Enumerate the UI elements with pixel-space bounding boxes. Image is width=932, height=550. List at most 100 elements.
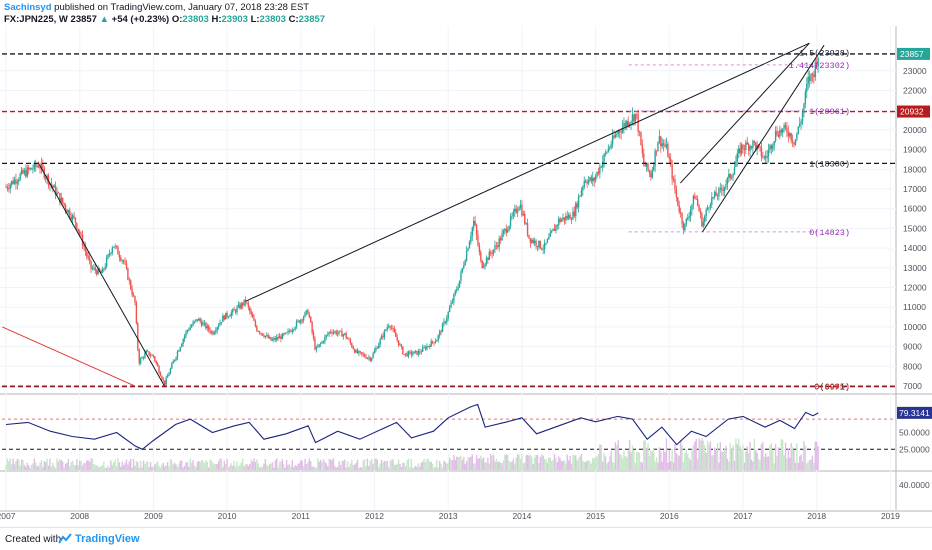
candle-body	[393, 328, 396, 333]
candle-body	[794, 139, 797, 145]
rsi-bar	[779, 450, 781, 470]
candle-body	[791, 140, 794, 143]
rsi-bar	[94, 464, 96, 470]
candle-body	[543, 243, 546, 250]
candle-body	[573, 211, 576, 217]
rsi-bar	[368, 465, 370, 470]
rsi-bar	[395, 465, 397, 470]
candle-body	[117, 246, 119, 255]
rsi-bar	[239, 464, 241, 470]
rsi-bar	[50, 466, 53, 470]
candle-body	[627, 121, 629, 126]
trend-line	[679, 42, 810, 184]
rsi-bar	[202, 460, 204, 470]
rsi-bar	[624, 455, 627, 470]
rsi-bar	[297, 463, 299, 470]
fib-label: 0(6971)	[814, 383, 850, 393]
candle-body	[52, 185, 54, 188]
candle-body	[353, 349, 356, 353]
rsi-bar	[777, 447, 780, 470]
candle-body	[507, 229, 509, 233]
candle-body	[104, 266, 106, 270]
candle-body	[409, 351, 411, 353]
rsi-bar	[433, 467, 435, 470]
rsi-bar	[60, 459, 62, 470]
candle-body	[621, 127, 624, 133]
tradingview-brand[interactable]: TradingView	[75, 533, 140, 545]
rsi-bar	[800, 454, 802, 470]
candle-body	[657, 141, 659, 152]
drawings[interactable]: 1.5(23928) 1.414(23302) 1(20961) 1(18300) 0(…	[2, 42, 896, 393]
candle-body	[618, 130, 621, 133]
candle-body	[743, 148, 746, 150]
rsi-bar	[565, 463, 567, 470]
candle-body	[614, 134, 617, 138]
candle-body	[256, 326, 258, 332]
rsi-bar	[711, 455, 713, 470]
rsi-bar	[582, 460, 584, 470]
candle-body	[27, 167, 30, 170]
candle-body	[80, 234, 82, 236]
rsi-bar	[532, 463, 534, 470]
candle-body	[661, 143, 663, 147]
rsi-bar	[49, 458, 51, 470]
candle-body	[390, 327, 393, 329]
rsi-bar	[158, 465, 160, 470]
candle-body	[817, 57, 819, 67]
rsi-bar	[689, 459, 692, 470]
rsi-bar	[311, 466, 313, 470]
rsi-bar	[797, 462, 799, 470]
candle-body	[253, 317, 255, 321]
candle-body	[250, 311, 252, 314]
candle-body	[162, 379, 165, 381]
candle-body	[93, 267, 95, 269]
chart-canvas[interactable]: 1.5(23928) 1.414(23302) 1(20961) 1(18300) 0(…	[0, 26, 932, 527]
candle-body	[335, 331, 337, 335]
candle-body	[413, 351, 415, 354]
candle-body	[118, 254, 121, 258]
rsi-bar	[688, 457, 690, 470]
rsi-bar	[120, 466, 122, 470]
rsi-bar	[678, 455, 680, 470]
candle-body	[706, 208, 709, 211]
rsi-bar	[253, 458, 255, 470]
rsi-bar	[258, 467, 261, 470]
rsi-bar	[393, 464, 396, 470]
rsi-bar	[518, 454, 520, 470]
candle-body	[66, 209, 68, 213]
candle-body	[205, 322, 207, 329]
candle-body	[189, 327, 191, 330]
rsi-bar	[233, 460, 235, 470]
candle-body	[380, 335, 383, 340]
symbol-label[interactable]: FX:JPN225, W	[4, 14, 68, 25]
rsi-bar	[12, 458, 14, 470]
rsi-bar	[641, 462, 644, 470]
candle-body	[186, 330, 189, 332]
author-link[interactable]: Sachinsyd	[4, 2, 52, 13]
candle-body	[369, 357, 371, 361]
candle-body	[807, 76, 809, 84]
candle-body	[438, 331, 441, 336]
candle-body	[753, 140, 756, 143]
rsi-bar	[631, 445, 634, 470]
rsi-bar	[695, 438, 697, 470]
candle-body	[247, 303, 250, 308]
rsi-bar	[105, 467, 108, 470]
rsi-bar	[606, 463, 608, 470]
rsi-bar	[128, 461, 131, 470]
candle-body	[716, 195, 719, 197]
candle-body	[88, 257, 91, 261]
candle-body	[604, 152, 607, 155]
candle-body	[70, 216, 72, 220]
rsi-bar	[108, 467, 111, 470]
candle-body	[98, 268, 101, 272]
rsi-bar	[241, 458, 244, 470]
candle-body	[688, 216, 690, 219]
candle-body	[732, 174, 734, 178]
candle-body	[704, 216, 706, 222]
candle-body	[793, 142, 795, 145]
candle-body	[726, 177, 729, 185]
candle-body	[487, 257, 489, 260]
rsi-bar	[199, 461, 201, 470]
rsi-bar	[67, 458, 70, 470]
